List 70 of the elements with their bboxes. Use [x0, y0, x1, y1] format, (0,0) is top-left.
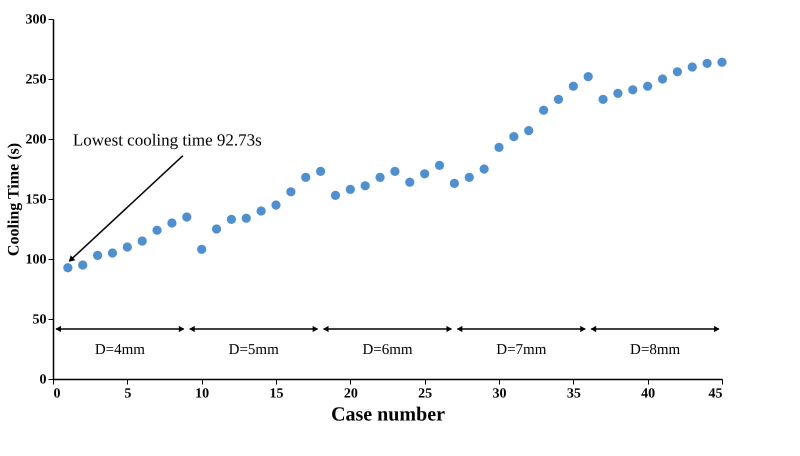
- point: [167, 218, 177, 228]
- x-tick-label: 40: [641, 386, 656, 402]
- point: [598, 94, 608, 104]
- point: [78, 260, 88, 270]
- point: [480, 164, 489, 174]
- x-tick-label: 35: [566, 386, 581, 402]
- point: [182, 212, 192, 222]
- point: [360, 181, 370, 190]
- point: [450, 178, 460, 188]
- x-tick-label: 30: [492, 386, 506, 402]
- point: [613, 88, 623, 98]
- point: [643, 82, 652, 91]
- point: [375, 172, 385, 182]
- point: [717, 58, 727, 67]
- annotation: D=4mm: [94, 342, 146, 358]
- y-tick-label: 150: [26, 192, 46, 208]
- point: [672, 67, 682, 76]
- point: [554, 94, 564, 104]
- point: [197, 244, 206, 254]
- point: [330, 190, 340, 200]
- point: [122, 242, 132, 252]
- x-tick-label: 15: [270, 386, 284, 402]
- y-tick-label: 50: [32, 312, 46, 328]
- point: [702, 58, 712, 68]
- x-tick-label: 45: [708, 386, 722, 402]
- point: [346, 184, 355, 194]
- point: [108, 248, 118, 258]
- point: [316, 166, 326, 176]
- y-axis-title: Cooling Time (s): [6, 142, 22, 256]
- point: [242, 214, 251, 223]
- point: [628, 85, 638, 94]
- annotation: D=6mm: [362, 342, 413, 358]
- x-tick-label: 5: [124, 386, 132, 402]
- point: [256, 206, 266, 216]
- annotation: D=7mm: [496, 342, 547, 358]
- point: [212, 224, 222, 234]
- point: [420, 169, 430, 178]
- x-axis-title: Case number: [331, 404, 446, 426]
- point: [271, 200, 281, 210]
- y-tick-label: 100: [26, 252, 46, 268]
- point: [390, 166, 400, 176]
- point: [63, 263, 72, 272]
- point: [226, 214, 236, 224]
- point: [92, 250, 102, 260]
- x-tick-label: 20: [344, 386, 358, 402]
- y-tick-label: 300: [26, 12, 46, 28]
- y-tick-label: 0: [40, 372, 46, 388]
- x-tick-label: 10: [195, 386, 210, 402]
- annotation: Lowest cooling time 92.73s: [72, 130, 262, 150]
- point: [405, 178, 414, 187]
- point: [524, 126, 534, 136]
- annotation: D=5mm: [228, 342, 280, 358]
- point: [584, 72, 593, 82]
- point: [286, 187, 296, 196]
- point: [152, 226, 162, 235]
- annotation: D=8mm: [630, 342, 680, 358]
- point: [301, 172, 310, 182]
- point: [658, 74, 668, 84]
- point: [494, 142, 504, 152]
- x-tick-label: 25: [418, 386, 432, 402]
- point: [688, 62, 697, 72]
- y-tick-label: 200: [26, 132, 46, 148]
- y-tick-label: 250: [26, 72, 46, 88]
- x-tick-label: 0: [54, 386, 60, 402]
- point: [509, 132, 518, 142]
- point: [434, 160, 444, 170]
- point: [138, 236, 147, 246]
- point: [538, 106, 548, 115]
- point: [568, 82, 578, 91]
- point: [464, 172, 474, 182]
